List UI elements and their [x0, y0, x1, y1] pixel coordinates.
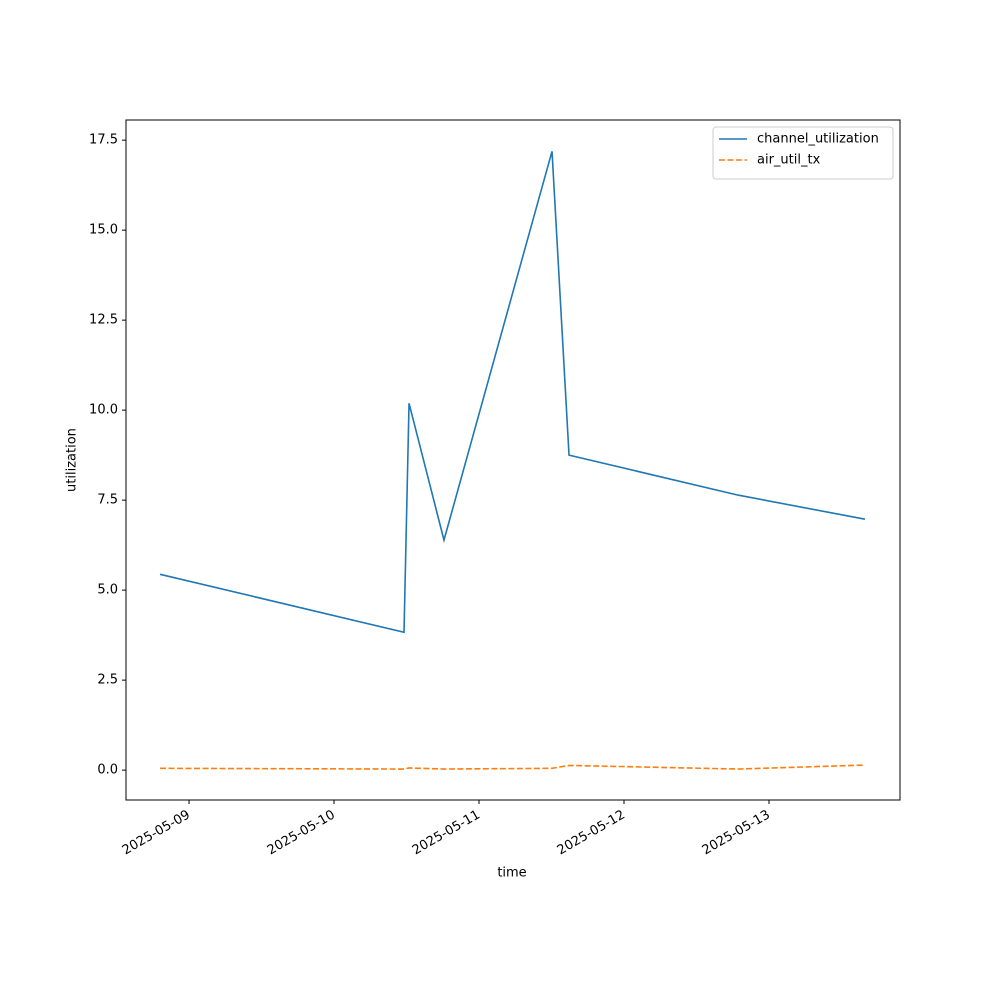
y-tick-label: 15.0 [89, 223, 118, 238]
y-tick-label: 10.0 [89, 403, 118, 418]
y-tick-label: 0.0 [97, 763, 118, 778]
y-tick-label: 2.5 [97, 673, 118, 688]
legend-label: channel_utilization [757, 132, 879, 147]
y-tick-label: 5.0 [97, 583, 118, 598]
y-tick-label: 7.5 [97, 493, 118, 508]
plot-frame [125, 119, 901, 801]
legend-box [712, 126, 894, 180]
y-tick-label: 12.5 [89, 313, 118, 328]
x-axis-label: time [497, 866, 526, 881]
y-axis-label: utilization [65, 428, 80, 492]
legend-label: air_util_tx [757, 153, 821, 168]
series-line [159, 151, 866, 634]
y-tick-label: 17.5 [89, 133, 118, 148]
